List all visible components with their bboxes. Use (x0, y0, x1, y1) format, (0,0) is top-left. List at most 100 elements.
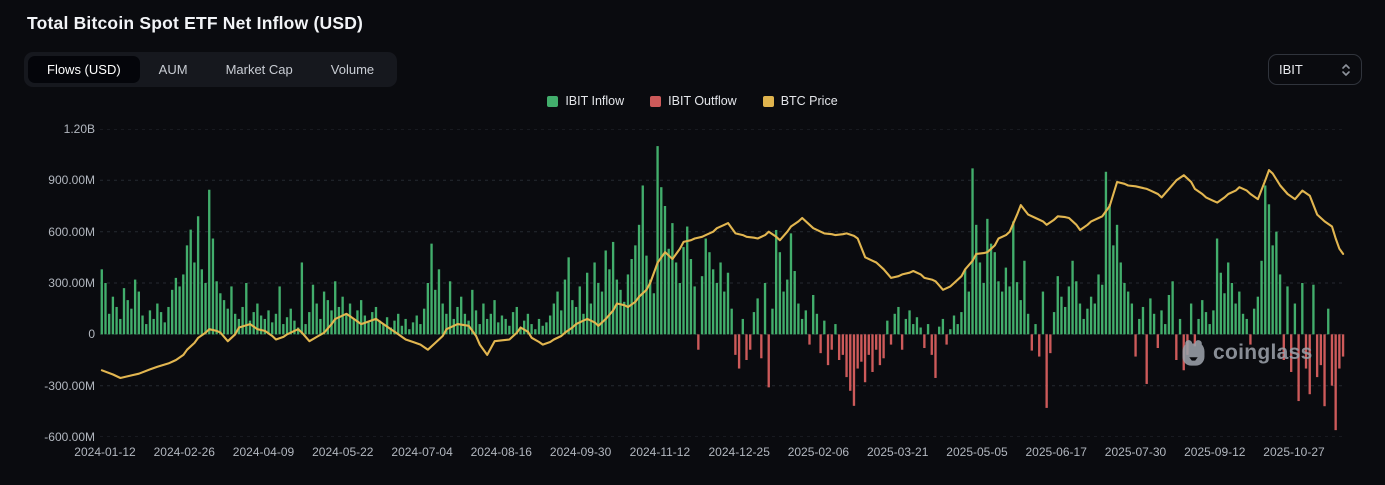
legend-label: IBIT Outflow (668, 94, 737, 108)
outflow-bar (1030, 334, 1033, 351)
tab-market-cap[interactable]: Market Cap (225, 62, 293, 77)
inflow-bar (812, 294, 815, 335)
inflow-bar (804, 310, 807, 335)
outflow-bar (767, 334, 770, 388)
inflow-bar (478, 324, 481, 335)
x-axis: 2024-01-12 2024-02-26 2024-04-09 2024-05-22… (74, 445, 1345, 461)
inflow-bar (108, 313, 111, 335)
inflow-bar (119, 318, 122, 335)
inflow-bar (445, 313, 448, 335)
outflow-bar (1134, 334, 1137, 357)
inflow-bar (148, 310, 152, 335)
inflow-bar (193, 262, 196, 335)
x-axis-label: 2025-09-12 (1184, 445, 1246, 459)
outflow-bar (697, 334, 700, 350)
inflow-bar (111, 296, 115, 335)
outflow-bar (830, 334, 833, 350)
outflow-bar (867, 334, 870, 355)
inflow-bar (1119, 262, 1122, 335)
outflow-bar (871, 334, 874, 372)
outflow-bar (945, 334, 948, 345)
inflow-bar (1301, 283, 1304, 335)
inflow-bar (1327, 308, 1330, 335)
inflow-bar (912, 324, 915, 335)
inflow-bar (938, 326, 941, 335)
inflow-bar (1108, 204, 1111, 335)
inflow-bar (371, 312, 374, 335)
inflow-bar (541, 325, 544, 335)
inflow-bar (133, 279, 137, 335)
inflow-bar (1286, 286, 1289, 335)
etf-select[interactable]: IBIT (1268, 54, 1362, 85)
outflow-bar (1338, 334, 1341, 369)
inflow-bar (652, 293, 656, 335)
inflow-bar (259, 315, 263, 335)
inflow-bar (245, 283, 248, 335)
inflow-bar (671, 223, 674, 335)
inflow-bar (704, 238, 707, 335)
inflow-bar (904, 318, 908, 335)
inflow-bar (582, 313, 585, 335)
inflow-bar (1223, 293, 1226, 335)
y-axis-label: 300.00M (48, 276, 95, 290)
inflow-bar (1227, 262, 1230, 335)
inflow-bar (489, 313, 493, 335)
tab-volume[interactable]: Volume (330, 62, 375, 77)
inflow-bar (1060, 296, 1063, 335)
inflow-bar (741, 318, 744, 335)
inflow-bar (467, 320, 470, 335)
inflow-bar (174, 277, 178, 335)
legend-label: BTC Price (780, 94, 838, 108)
btc-price-swatch-icon (762, 95, 774, 107)
tab-aum[interactable]: AUM (158, 62, 188, 77)
inflow-bar (1089, 296, 1093, 335)
inflow-bar (686, 226, 689, 335)
inflow-bar (411, 322, 415, 335)
inflow-bar (1312, 284, 1315, 335)
inflow-bar (793, 271, 796, 335)
inflow-bar (189, 229, 192, 335)
inflow-bar (963, 269, 967, 335)
legend-item-btc-price[interactable]: BTC Price (762, 94, 838, 108)
inflow-bar (226, 308, 229, 335)
inflow-bar (141, 315, 144, 335)
inflow-bar (1141, 306, 1145, 335)
inflow-bar (723, 291, 726, 335)
outflow-bar (841, 334, 845, 355)
x-axis-label: 2025-03-21 (866, 445, 929, 459)
inflow-bar (1152, 313, 1156, 335)
outflow-bar (734, 334, 737, 355)
inflow-bar (1264, 185, 1267, 335)
x-axis-label: 2024-05-22 (312, 445, 374, 459)
inflow-bar (285, 317, 289, 335)
inflow-bar (159, 312, 163, 335)
inflow-bar (1138, 318, 1141, 335)
inflow-bar (997, 281, 1000, 335)
y-axis-label: 1.20B (63, 122, 95, 136)
inflow-bar (1056, 276, 1059, 335)
flows-chart[interactable] (100, 129, 1345, 437)
outflow-bar (826, 334, 830, 366)
outflow-bar (923, 334, 926, 349)
tab-flows-usd[interactable]: Flows (USD) (28, 56, 140, 83)
inflow-bar (334, 281, 337, 335)
outflow-bar (1315, 334, 1319, 378)
inflow-bar (156, 303, 159, 335)
legend-item-ibit-inflow[interactable]: IBIT Inflow (547, 94, 624, 108)
legend-item-ibit-outflow[interactable]: IBIT Outflow (650, 94, 737, 108)
inflow-bar (693, 286, 696, 335)
inflow-bar (589, 303, 593, 335)
inflow-bar (389, 327, 392, 335)
inflow-bar (167, 306, 170, 335)
inflow-bar (637, 224, 641, 335)
inflow-bar (282, 324, 285, 335)
inflow-bar (274, 313, 278, 335)
inflow-bar (1171, 281, 1174, 335)
inflow-bar (200, 269, 203, 335)
inflow-bar (359, 300, 363, 335)
inflow-bar (789, 233, 793, 335)
outflow-bar (1186, 334, 1189, 355)
inflow-bar (1201, 300, 1204, 335)
etf-select-value: IBIT (1279, 62, 1303, 77)
inflow-bar (130, 308, 133, 335)
